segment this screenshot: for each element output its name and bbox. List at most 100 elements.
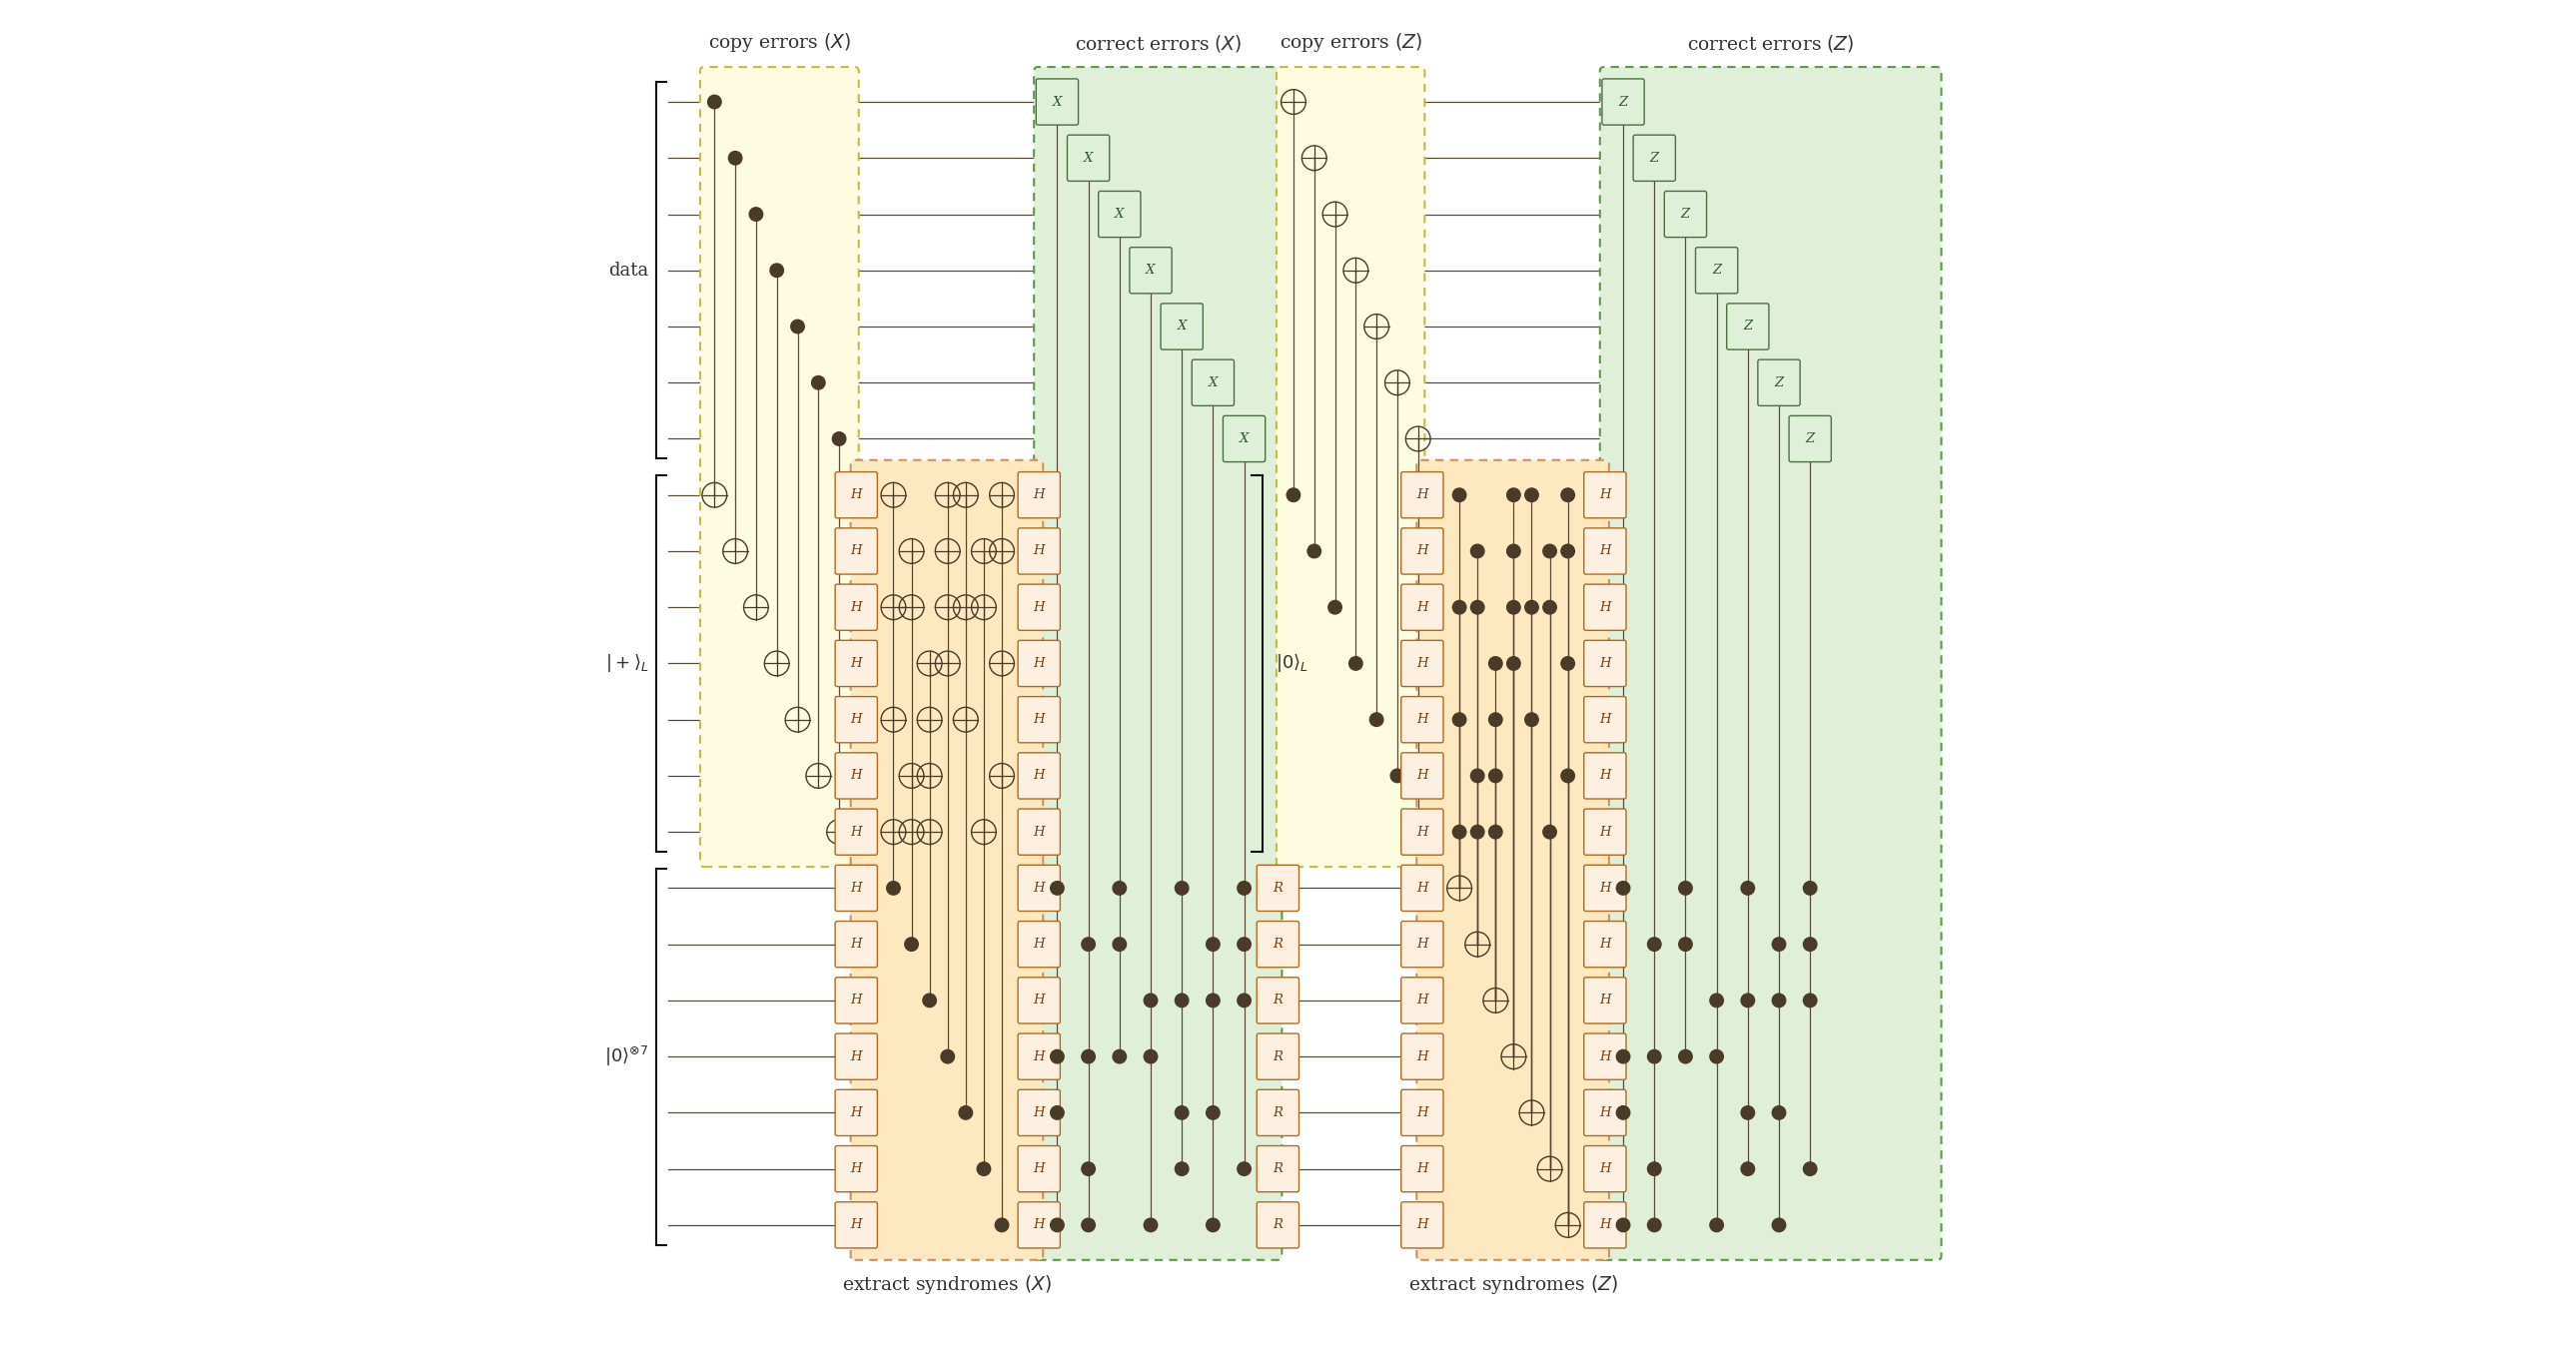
Circle shape bbox=[1175, 1106, 1188, 1119]
FancyBboxPatch shape bbox=[1401, 753, 1443, 799]
Text: H: H bbox=[850, 1162, 863, 1176]
Text: Z: Z bbox=[1713, 264, 1721, 277]
Text: H: H bbox=[850, 1051, 863, 1063]
FancyBboxPatch shape bbox=[1257, 865, 1298, 911]
Text: H: H bbox=[1033, 994, 1046, 1008]
FancyBboxPatch shape bbox=[1018, 640, 1061, 687]
Circle shape bbox=[1741, 881, 1754, 894]
Text: H: H bbox=[850, 881, 863, 894]
Circle shape bbox=[1803, 938, 1816, 951]
Circle shape bbox=[1615, 881, 1631, 894]
FancyBboxPatch shape bbox=[1018, 1202, 1061, 1249]
Text: H: H bbox=[1600, 489, 1610, 501]
Circle shape bbox=[994, 1218, 1010, 1231]
FancyBboxPatch shape bbox=[1257, 1146, 1298, 1192]
Text: copy errors $(Z)$: copy errors $(Z)$ bbox=[1280, 31, 1422, 54]
Text: H: H bbox=[1600, 1162, 1610, 1176]
Circle shape bbox=[1082, 1049, 1095, 1063]
Text: H: H bbox=[1033, 881, 1046, 894]
FancyBboxPatch shape bbox=[1018, 753, 1061, 799]
FancyBboxPatch shape bbox=[1018, 696, 1061, 742]
FancyBboxPatch shape bbox=[1033, 67, 1283, 1259]
Circle shape bbox=[1741, 1162, 1754, 1176]
Text: R: R bbox=[1273, 994, 1283, 1008]
Text: H: H bbox=[1417, 1106, 1427, 1119]
Circle shape bbox=[886, 881, 899, 894]
Circle shape bbox=[1615, 1218, 1631, 1231]
Circle shape bbox=[1561, 488, 1574, 501]
Circle shape bbox=[1489, 826, 1502, 839]
FancyBboxPatch shape bbox=[835, 1033, 878, 1080]
Circle shape bbox=[1285, 488, 1301, 501]
FancyBboxPatch shape bbox=[1018, 808, 1061, 855]
Circle shape bbox=[1561, 769, 1574, 783]
Text: H: H bbox=[1033, 1219, 1046, 1231]
Text: copy errors $(X)$: copy errors $(X)$ bbox=[708, 31, 850, 54]
Text: H: H bbox=[850, 713, 863, 726]
Text: H: H bbox=[1417, 544, 1427, 558]
FancyBboxPatch shape bbox=[850, 461, 1043, 1259]
Circle shape bbox=[1772, 1218, 1785, 1231]
Circle shape bbox=[1051, 1049, 1064, 1063]
Text: Z: Z bbox=[1744, 321, 1752, 333]
FancyBboxPatch shape bbox=[701, 67, 858, 867]
FancyBboxPatch shape bbox=[1584, 753, 1625, 799]
Circle shape bbox=[1453, 488, 1466, 501]
Text: H: H bbox=[1033, 938, 1046, 951]
FancyBboxPatch shape bbox=[1257, 1033, 1298, 1080]
Circle shape bbox=[708, 96, 721, 109]
Circle shape bbox=[811, 376, 824, 389]
Circle shape bbox=[940, 1049, 953, 1063]
Circle shape bbox=[1507, 601, 1520, 614]
FancyBboxPatch shape bbox=[1018, 585, 1061, 630]
Circle shape bbox=[770, 264, 783, 277]
Text: data: data bbox=[608, 261, 649, 279]
Text: R: R bbox=[1273, 881, 1283, 894]
FancyBboxPatch shape bbox=[1726, 303, 1770, 350]
Text: H: H bbox=[1417, 601, 1427, 614]
Circle shape bbox=[1489, 769, 1502, 783]
Circle shape bbox=[1175, 881, 1188, 894]
FancyBboxPatch shape bbox=[1097, 191, 1141, 237]
FancyBboxPatch shape bbox=[1757, 360, 1801, 405]
Circle shape bbox=[1206, 1218, 1218, 1231]
Text: H: H bbox=[1600, 544, 1610, 558]
Text: H: H bbox=[850, 826, 863, 838]
FancyBboxPatch shape bbox=[1018, 865, 1061, 911]
Text: H: H bbox=[850, 1106, 863, 1119]
Text: X: X bbox=[1146, 264, 1157, 277]
Text: H: H bbox=[1417, 1162, 1427, 1176]
FancyBboxPatch shape bbox=[1584, 471, 1625, 519]
Text: H: H bbox=[850, 994, 863, 1008]
Circle shape bbox=[1471, 544, 1484, 558]
Text: H: H bbox=[1033, 601, 1046, 614]
Text: X: X bbox=[1208, 376, 1218, 389]
Circle shape bbox=[1391, 769, 1404, 783]
FancyBboxPatch shape bbox=[1602, 79, 1643, 125]
Text: H: H bbox=[1600, 601, 1610, 614]
FancyBboxPatch shape bbox=[835, 921, 878, 967]
FancyBboxPatch shape bbox=[1401, 696, 1443, 742]
Text: H: H bbox=[1600, 769, 1610, 783]
Circle shape bbox=[1113, 881, 1126, 894]
FancyBboxPatch shape bbox=[1417, 461, 1610, 1259]
Circle shape bbox=[1144, 1218, 1157, 1231]
Circle shape bbox=[1741, 1106, 1754, 1119]
Circle shape bbox=[1710, 1218, 1723, 1231]
FancyBboxPatch shape bbox=[1018, 921, 1061, 967]
Text: R: R bbox=[1273, 1162, 1283, 1176]
Text: X: X bbox=[1084, 152, 1092, 164]
Text: extract syndromes $(X)$: extract syndromes $(X)$ bbox=[842, 1273, 1051, 1296]
Text: H: H bbox=[1417, 994, 1427, 1008]
Circle shape bbox=[1082, 1162, 1095, 1176]
Text: H: H bbox=[1417, 881, 1427, 894]
Text: H: H bbox=[1417, 657, 1427, 669]
Circle shape bbox=[750, 207, 762, 221]
FancyBboxPatch shape bbox=[1193, 360, 1234, 405]
Circle shape bbox=[1561, 657, 1574, 671]
Text: H: H bbox=[850, 657, 863, 669]
Circle shape bbox=[1051, 1218, 1064, 1231]
Circle shape bbox=[1615, 1049, 1631, 1063]
FancyBboxPatch shape bbox=[1257, 921, 1298, 967]
FancyBboxPatch shape bbox=[1584, 696, 1625, 742]
